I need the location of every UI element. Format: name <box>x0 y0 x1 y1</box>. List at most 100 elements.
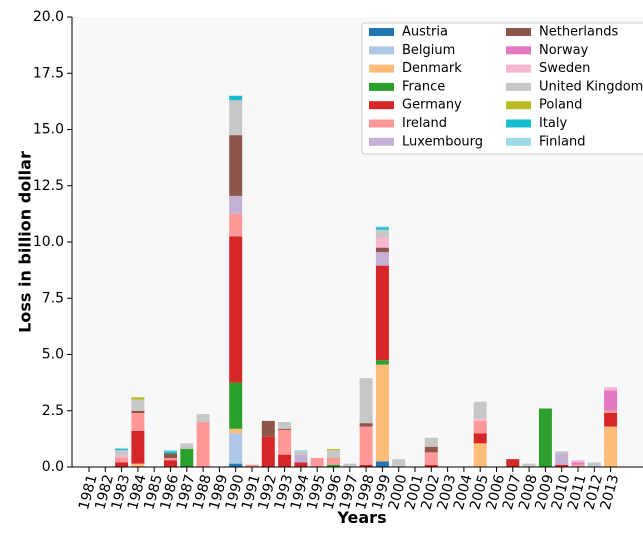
bar-segment-1996-ireland <box>327 458 340 465</box>
legend-box <box>361 22 643 155</box>
legend-label-poland: Poland <box>539 98 582 113</box>
y-tick-label: 7.5 <box>42 290 64 306</box>
bar-segment-1990-belgium <box>229 433 243 464</box>
legend-swatch-poland <box>506 101 531 110</box>
legend-swatch-belgium <box>369 46 394 55</box>
bar-segment-1994-finland <box>294 450 308 452</box>
bar-segment-2010-luxembourg <box>555 453 569 465</box>
bar-segment-1990-united-kingdom <box>229 100 243 136</box>
bar-segment-1990-italy <box>229 95 243 101</box>
legend-swatch-netherlands <box>506 28 531 36</box>
bar-segment-1999-finland <box>375 226 389 228</box>
legend-label-finland: Finland <box>539 134 585 149</box>
bar-segment-1993-netherlands <box>278 428 292 430</box>
legend-label-denmark: Denmark <box>402 61 462 76</box>
bar-segment-1984-germany <box>131 431 145 464</box>
bar-segment-1984-denmark <box>131 463 145 468</box>
y-tick-label: 2.5 <box>42 403 64 419</box>
bar-segment-1986-ireland <box>164 458 177 461</box>
bar-segment-1996-poland <box>327 449 340 451</box>
bar-segment-1992-germany <box>261 436 275 468</box>
bar-segment-1983-sweden <box>115 455 129 458</box>
legend-label-united-kingdom: United Kingdom <box>539 79 643 94</box>
bar-segment-2013-ireland <box>604 410 618 413</box>
bar-segment-1983-finland <box>115 447 129 450</box>
bar-segment-1990-denmark <box>229 428 243 434</box>
legend-label-austria: Austria <box>402 25 448 40</box>
y-tick-label: 0.0 <box>42 459 64 475</box>
y-tick-label: 10.0 <box>33 234 64 250</box>
bar-segment-1998-germany <box>359 464 373 467</box>
bar-segment-2010-germany <box>555 464 569 467</box>
bar-segment-1990-ireland <box>229 213 243 237</box>
bar-segment-1999-germany <box>375 265 389 361</box>
bar-segment-2007-germany <box>506 459 520 468</box>
legend-label-belgium: Belgium <box>402 43 455 58</box>
legend-swatch-finland <box>506 137 531 146</box>
bar-segment-1990-germany <box>229 236 243 383</box>
bar-segment-1990-netherlands <box>229 135 243 196</box>
legend-label-sweden: Sweden <box>539 61 590 76</box>
bar-segment-2013-sweden <box>604 387 618 391</box>
bar-segment-1990-france <box>229 382 243 429</box>
bar-segment-1996-france <box>327 464 340 467</box>
bar-segment-2002-united-kingdom <box>424 437 438 447</box>
bar-segment-2002-ireland <box>424 452 438 465</box>
bar-segment-2013-denmark <box>604 426 618 467</box>
bar-segment-1999-united-kingdom <box>375 229 389 238</box>
bar-segment-1986-netherlands <box>164 453 177 458</box>
legend-label-italy: Italy <box>539 116 568 131</box>
y-axis-label: Loss in billion dollar <box>16 151 35 333</box>
bar-segment-1988-united-kingdom <box>196 414 210 423</box>
legend-swatch-austria <box>369 28 394 36</box>
bar-segment-2005-sweden <box>473 418 487 421</box>
bar-segment-1986-finland <box>164 450 177 452</box>
bar-segment-1984-united-kingdom <box>131 399 145 411</box>
bar-segment-1999-denmark <box>375 364 389 462</box>
bar-segment-1991-ireland <box>245 464 259 467</box>
bar-segment-1992-netherlands <box>261 420 275 437</box>
bar-segment-1993-ireland <box>278 429 292 455</box>
bar-segment-2005-united-kingdom <box>473 401 487 419</box>
bar-segment-1988-ireland <box>196 422 210 467</box>
bar-segment-1998-netherlands <box>359 423 373 427</box>
legend-label-luxembourg: Luxembourg <box>402 134 483 149</box>
legend-swatch-germany <box>369 101 394 110</box>
legend-label-france: France <box>402 79 445 94</box>
bar-segment-2011-ireland <box>571 464 585 467</box>
bar-segment-1987-united-kingdom <box>180 443 194 450</box>
bar-segment-1999-italy <box>375 227 389 230</box>
legend-label-ireland: Ireland <box>402 116 447 131</box>
y-tick-label: 17.5 <box>33 65 64 81</box>
bar-segment-2013-norway <box>604 390 618 411</box>
x-axis-label: Years <box>336 508 386 527</box>
bar-segment-1986-germany <box>164 460 177 467</box>
bar-segment-1999-netherlands <box>375 247 389 253</box>
legend-swatch-denmark <box>369 64 394 73</box>
bar-segment-1994-luxembourg <box>294 454 308 463</box>
bar-segment-2011-sweden <box>571 460 585 463</box>
bar-segment-1984-poland <box>131 397 145 400</box>
bar-segment-2002-netherlands <box>424 446 438 453</box>
bar-segment-2009-france <box>538 408 552 467</box>
legend-label-germany: Germany <box>402 98 462 113</box>
bar-segment-2012-united-kingdom <box>587 462 601 467</box>
bar-segment-1986-italy <box>164 451 177 454</box>
bar-segment-1983-ireland <box>115 458 129 463</box>
y-tick-label: 15.0 <box>33 122 64 138</box>
bar-segment-1999-luxembourg <box>375 252 389 266</box>
bar-segment-1984-netherlands <box>131 410 145 413</box>
bar-segment-1998-united-kingdom <box>359 378 373 424</box>
bar-segment-1983-united-kingdom <box>115 450 129 456</box>
bar-segment-1994-germany <box>294 462 308 467</box>
bar-segment-1983-italy <box>115 449 129 451</box>
legend-swatch-italy <box>506 119 531 128</box>
bar-segment-1998-ireland <box>359 426 373 465</box>
bar-segment-2000-united-kingdom <box>392 459 406 468</box>
bar-segment-2011-norway <box>571 462 585 465</box>
legend-swatch-ireland <box>369 119 394 128</box>
bar-segment-1999-austria <box>375 461 389 468</box>
bar-segment-1993-germany <box>278 454 292 468</box>
bar-segment-1996-united-kingdom <box>327 450 340 459</box>
